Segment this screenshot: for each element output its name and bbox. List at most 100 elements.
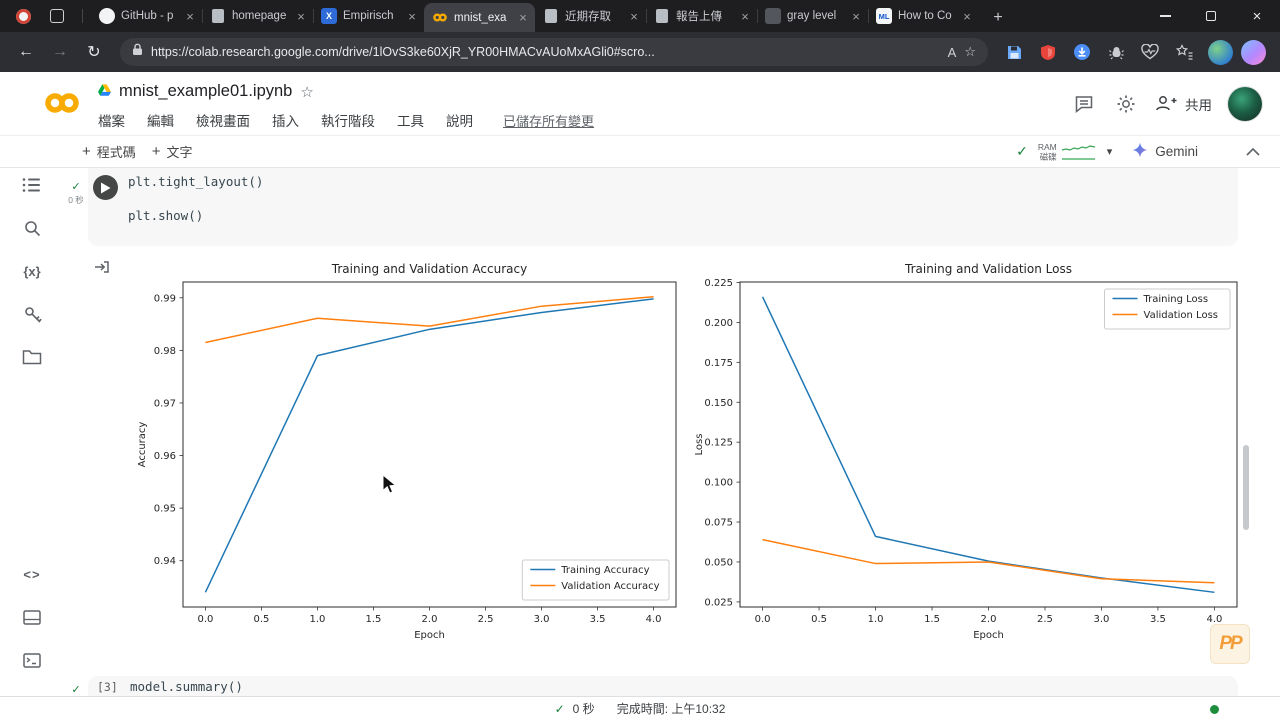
files-folder-icon[interactable] <box>14 344 50 370</box>
variables-icon[interactable]: {x} <box>14 258 50 284</box>
title-block: mnist_example01.ipynb ☆ 檔案 編輯 檢視畫面 插入 執行… <box>98 79 594 130</box>
document-icon <box>656 9 668 23</box>
comment-icon[interactable] <box>1071 91 1097 117</box>
secrets-key-icon[interactable] <box>14 301 50 327</box>
tab-close-icon[interactable]: × <box>186 8 194 24</box>
menu-file[interactable]: 檔案 <box>98 114 125 129</box>
code-snippets-icon[interactable]: <> <box>14 561 50 587</box>
share-button[interactable]: 共用 <box>1155 94 1212 115</box>
tab-github[interactable]: GitHub - p × <box>91 0 202 32</box>
colab-header: mnist_example01.ipynb ☆ 檔案 編輯 檢視畫面 插入 執行… <box>0 72 1280 136</box>
tab-close-icon[interactable]: × <box>852 8 860 24</box>
next-code-cell[interactable] <box>88 676 1238 696</box>
terminal-icon[interactable] <box>14 647 50 673</box>
notebook-title[interactable]: mnist_example01.ipynb <box>119 82 293 100</box>
collections-icon[interactable] <box>1168 36 1200 68</box>
window-close-button[interactable]: × <box>1234 0 1280 32</box>
tab-recent-access[interactable]: 近期存取 × <box>535 0 646 32</box>
window-minimize-button[interactable] <box>1142 0 1188 32</box>
tab-close-icon[interactable]: × <box>630 8 638 24</box>
pinned-tab-2[interactable] <box>40 0 74 32</box>
plus-icon: + <box>82 143 91 160</box>
tab-how-to[interactable]: ML How to Co × <box>868 0 979 32</box>
dropdown-caret-icon[interactable]: ▾ <box>1106 146 1113 158</box>
minimize-icon <box>1159 15 1171 17</box>
svg-text:0.050: 0.050 <box>704 557 733 568</box>
svg-text:0.99: 0.99 <box>154 293 176 304</box>
menu-tools[interactable]: 工具 <box>397 114 424 129</box>
add-text-button[interactable]: + 文字 <box>144 139 201 165</box>
collapse-header-icon[interactable] <box>1246 144 1260 159</box>
tab-report-upload[interactable]: 報告上傳 × <box>646 0 757 32</box>
svg-text:4.0: 4.0 <box>646 614 662 625</box>
tab-close-icon[interactable]: × <box>741 8 749 24</box>
github-icon <box>99 8 115 24</box>
save-icon[interactable] <box>998 36 1030 68</box>
account-avatar[interactable] <box>1228 87 1262 121</box>
svg-text:4.0: 4.0 <box>1206 614 1222 625</box>
add-code-button[interactable]: + 程式碼 <box>74 139 144 165</box>
tab-homepage[interactable]: homepage × <box>202 0 313 32</box>
saved-status[interactable]: 已儲存所有變更 <box>503 113 595 129</box>
code-line[interactable]: plt.tight_layout() <box>128 174 264 189</box>
tab-close-icon[interactable]: × <box>408 8 416 24</box>
browser-essentials-icon[interactable] <box>1134 36 1166 68</box>
tab-close-icon[interactable]: × <box>519 10 527 25</box>
menu-runtime[interactable]: 執行階段 <box>321 114 375 129</box>
shield-icon[interactable] <box>1032 36 1064 68</box>
tab-empirisch[interactable]: X Empirisch × <box>313 0 424 32</box>
copilot-icon[interactable] <box>1241 39 1266 65</box>
tab-mnist-active[interactable]: mnist_exa × <box>424 3 535 32</box>
svg-text:1.0: 1.0 <box>310 614 326 625</box>
tab-close-icon[interactable]: × <box>963 8 971 24</box>
command-palette-icon[interactable] <box>14 604 50 630</box>
svg-text:Epoch: Epoch <box>973 630 1004 641</box>
svg-text:0.96: 0.96 <box>154 451 176 462</box>
svg-text:0.97: 0.97 <box>154 398 176 409</box>
menu-view[interactable]: 檢視畫面 <box>196 114 250 129</box>
svg-text:Epoch: Epoch <box>414 630 445 641</box>
cell-output-icon[interactable] <box>94 260 110 279</box>
pinned-tab-1[interactable] <box>6 0 40 32</box>
forward-button[interactable]: → <box>44 36 76 68</box>
favorites-star-icon[interactable]: ☆ <box>964 44 976 59</box>
status-check-icon: ✓ <box>554 701 565 716</box>
resources-button[interactable]: RAM 磁碟 <box>1038 141 1097 163</box>
extension-icon[interactable] <box>1100 36 1132 68</box>
settings-gear-icon[interactable] <box>1113 91 1139 117</box>
refresh-button[interactable]: ↻ <box>78 36 110 68</box>
table-of-contents-icon[interactable] <box>14 172 50 198</box>
code-line[interactable]: plt.show() <box>128 208 204 223</box>
code-cell[interactable] <box>88 168 1238 246</box>
gemini-button[interactable]: Gemini <box>1122 142 1208 161</box>
new-tab-button[interactable]: + <box>983 4 1013 32</box>
back-button[interactable]: ← <box>10 36 42 68</box>
search-icon[interactable] <box>14 215 50 241</box>
svg-text:Loss: Loss <box>694 434 705 456</box>
check-icon: ✓ <box>71 684 81 696</box>
svg-text:3.0: 3.0 <box>1094 614 1110 625</box>
tab-label: homepage <box>232 10 287 22</box>
svg-text:Training and Validation Accura: Training and Validation Accuracy <box>331 262 527 276</box>
document-icon <box>545 9 557 23</box>
star-icon[interactable]: ☆ <box>300 83 314 101</box>
tab-gray-level[interactable]: gray level × <box>757 0 868 32</box>
scrollbar-thumb[interactable] <box>1243 445 1249 530</box>
address-input[interactable]: https://colab.research.google.com/drive/… <box>120 38 988 66</box>
code-line[interactable]: model.summary() <box>130 679 243 694</box>
svg-text:2.0: 2.0 <box>981 614 997 625</box>
colab-logo[interactable] <box>42 90 82 121</box>
header-actions: 共用 <box>1071 87 1262 121</box>
read-aloud-icon[interactable]: A <box>947 44 957 60</box>
add-text-label: 文字 <box>166 145 193 160</box>
menu-help[interactable]: 說明 <box>446 114 473 129</box>
tab-close-icon[interactable]: × <box>297 8 305 24</box>
run-cell-button[interactable] <box>93 175 118 200</box>
menu-edit[interactable]: 編輯 <box>147 114 174 129</box>
notebook-toolbar: + 程式碼 + 文字 ✓ RAM 磁碟 ▾ Gemini <box>0 136 1280 168</box>
download-icon[interactable] <box>1066 36 1098 68</box>
window-maximize-button[interactable] <box>1188 0 1234 32</box>
browser-profile-avatar[interactable] <box>1208 39 1233 65</box>
svg-text:Accuracy: Accuracy <box>137 422 148 468</box>
menu-insert[interactable]: 插入 <box>272 114 299 129</box>
